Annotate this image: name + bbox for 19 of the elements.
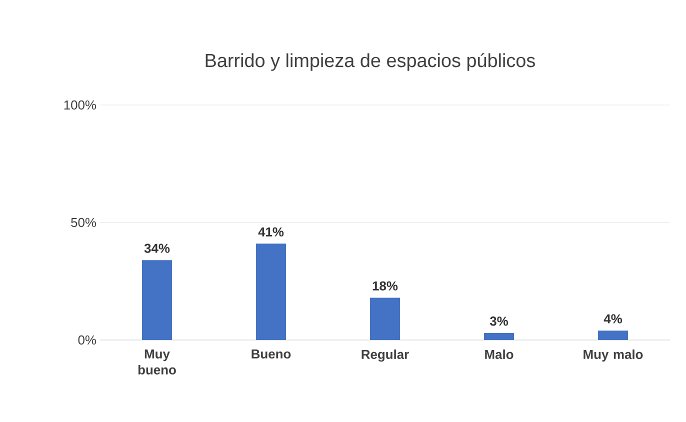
data-label: 41% xyxy=(258,227,284,236)
bar xyxy=(484,332,514,340)
x-tick-label: Malo xyxy=(485,350,514,360)
y-tick-label: 100% xyxy=(64,100,96,110)
x-tick-label: Bueno xyxy=(252,350,291,359)
x-tick-label: Muy bueno xyxy=(138,350,176,374)
chart-title: Barrido y limpieza de espacios públicos xyxy=(206,53,535,71)
x-tick-label: Muy malo xyxy=(584,350,643,362)
data-label: 4% xyxy=(604,314,622,324)
y-tick-label: 50% xyxy=(71,218,96,228)
bar xyxy=(370,298,400,340)
data-label: 3% xyxy=(490,316,508,326)
bar xyxy=(142,260,172,340)
bar xyxy=(256,244,286,340)
data-label: 34% xyxy=(144,244,170,253)
y-tick-label: 0% xyxy=(78,335,96,345)
data-label: 18% xyxy=(372,281,398,290)
x-tick-label: Regular xyxy=(362,350,409,362)
bar xyxy=(598,330,628,340)
